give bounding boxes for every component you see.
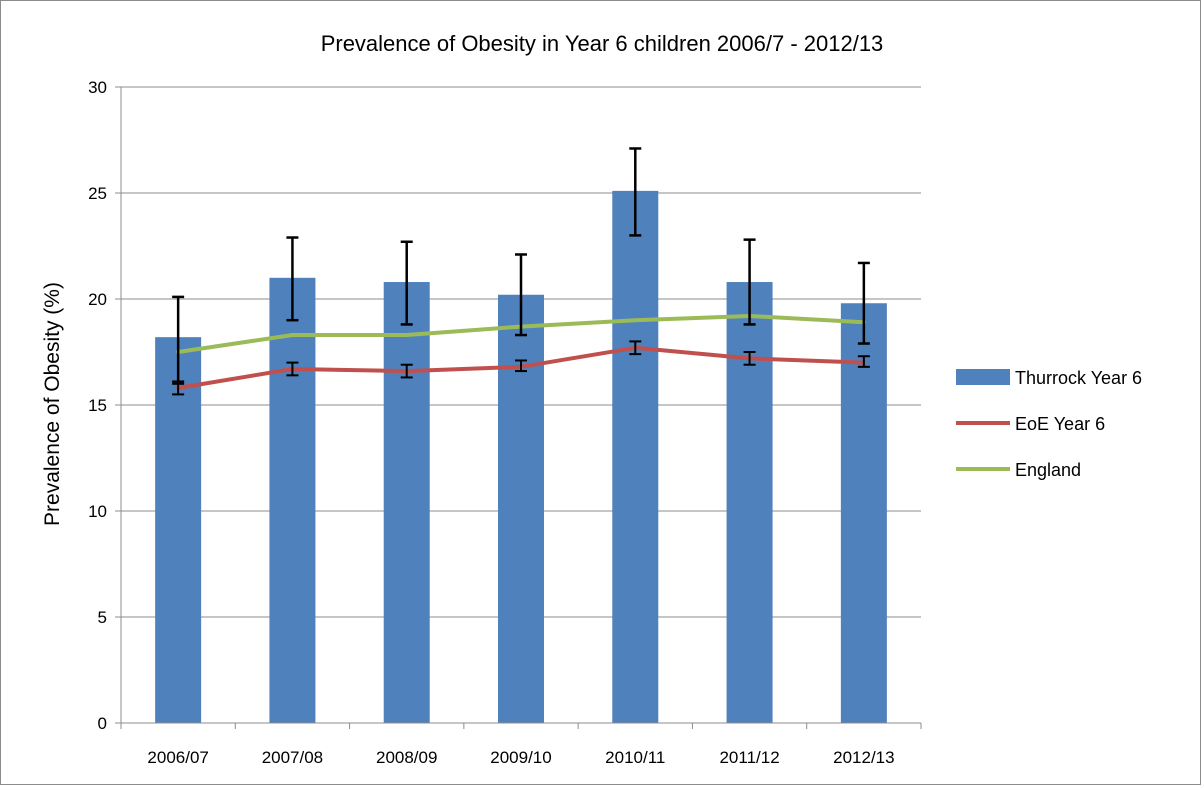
bar xyxy=(612,190,659,723)
error-bar xyxy=(515,359,527,373)
y-axis-label: Prevalence of Obesity (%) xyxy=(41,282,64,526)
legend-item: Thurrock Year 6 xyxy=(956,368,1142,388)
bars xyxy=(155,190,887,723)
bar xyxy=(155,337,202,723)
y-tick-label: 15 xyxy=(88,396,107,415)
bar xyxy=(498,294,544,723)
error-bar xyxy=(857,355,870,368)
error-bar xyxy=(286,361,299,377)
y-tick-label: 20 xyxy=(88,290,107,309)
legend-label: Thurrock Year 6 xyxy=(1015,368,1142,388)
bar xyxy=(840,303,887,723)
error-bar xyxy=(629,147,642,237)
legend-item: EoE Year 6 xyxy=(956,414,1105,434)
error-bar xyxy=(515,253,527,337)
x-tick-label: 2009/10 xyxy=(490,748,551,767)
chart-title: Prevalence of Obesity in Year 6 children… xyxy=(321,31,884,56)
y-axis-ticks: 0 5 10 15 20 25 30 xyxy=(88,78,121,733)
axes xyxy=(120,87,921,724)
error-bar xyxy=(400,363,413,379)
legend-label: England xyxy=(1015,460,1081,480)
y-tick-label: 10 xyxy=(88,502,107,521)
lines xyxy=(172,147,870,396)
error-bar xyxy=(743,238,756,326)
bar xyxy=(383,282,430,723)
legend: Thurrock Year 6 EoE Year 6 England xyxy=(956,368,1142,480)
x-tick-label: 2007/08 xyxy=(262,748,323,767)
y-tick-label: 25 xyxy=(88,184,107,203)
y-tick-label: 5 xyxy=(98,608,107,627)
y-tick-label: 30 xyxy=(88,78,107,97)
error-bar xyxy=(857,261,870,345)
bar xyxy=(269,277,316,723)
error-bar xyxy=(286,236,299,322)
error-bar xyxy=(629,340,642,356)
error-bar xyxy=(400,240,413,326)
error-bar xyxy=(743,351,756,366)
legend-item: England xyxy=(956,460,1081,480)
x-tick-label: 2006/07 xyxy=(147,748,208,767)
y-tick-label: 0 xyxy=(98,714,107,733)
x-axis-ticks: 2006/07 2007/08 2008/09 2009/10 2010/11 2011/… xyxy=(120,723,922,767)
x-tick-label: 2012/13 xyxy=(833,748,894,767)
x-tick-label: 2011/12 xyxy=(719,748,779,767)
x-tick-label: 2010/11 xyxy=(605,748,665,767)
legend-label: EoE Year 6 xyxy=(1015,414,1105,434)
legend-swatch xyxy=(956,369,1010,385)
error-bar xyxy=(172,295,185,383)
bar xyxy=(726,282,773,723)
error-bar xyxy=(172,382,185,396)
x-tick-label: 2008/09 xyxy=(376,748,437,767)
